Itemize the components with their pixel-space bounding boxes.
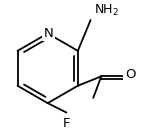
Text: NH$_2$: NH$_2$ [94, 3, 119, 18]
Text: O: O [125, 68, 135, 81]
Text: F: F [63, 117, 70, 130]
Text: N: N [44, 27, 53, 40]
